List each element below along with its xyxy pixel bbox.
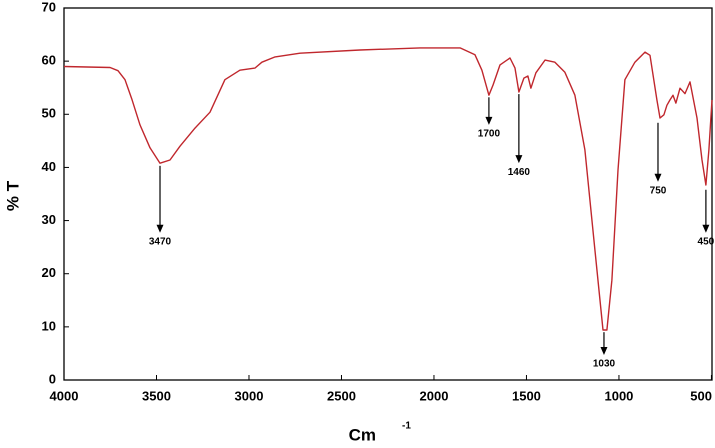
annotation-label: 1460 — [508, 167, 531, 178]
y-tick-label: 50 — [42, 106, 56, 121]
annotation-label: 3470 — [149, 236, 172, 247]
annotation-arrowhead — [654, 173, 662, 182]
y-tick-label: 10 — [42, 318, 56, 333]
x-tick-label: 3500 — [142, 388, 171, 403]
annotation-arrowhead — [485, 116, 493, 125]
annotation-label: 1030 — [593, 359, 616, 370]
x-tick-label: 500 — [690, 388, 712, 403]
x-tick-label: 1500 — [512, 388, 541, 403]
y-tick-label: 70 — [42, 0, 56, 14]
x-axis-label-sup: -1 — [402, 421, 411, 432]
x-tick-label: 2500 — [327, 388, 356, 403]
y-tick-label: 20 — [42, 265, 56, 280]
y-tick-label: 60 — [42, 53, 56, 68]
annotation-label: 1700 — [478, 129, 501, 140]
annotation-arrowhead — [156, 224, 164, 233]
annotation-arrowhead — [515, 155, 523, 164]
spectrum-line — [63, 47, 713, 331]
x-axis-label: Cm — [349, 425, 376, 444]
x-tick-label: 1000 — [604, 388, 633, 403]
annotation-label: 450 — [698, 236, 715, 247]
x-tick-label: 3000 — [235, 388, 264, 403]
annotation-label: 750 — [650, 185, 667, 196]
annotation-arrowhead — [702, 224, 710, 233]
annotation-arrowhead — [600, 347, 608, 356]
plot-frame — [63, 7, 713, 381]
x-tick-label: 4000 — [50, 388, 79, 403]
y-tick-label: 40 — [42, 159, 56, 174]
y-tick-label: 0 — [49, 371, 56, 386]
y-tick-label: 30 — [42, 212, 56, 227]
x-tick-label: 2000 — [420, 388, 449, 403]
y-axis-label: % T — [3, 180, 22, 211]
